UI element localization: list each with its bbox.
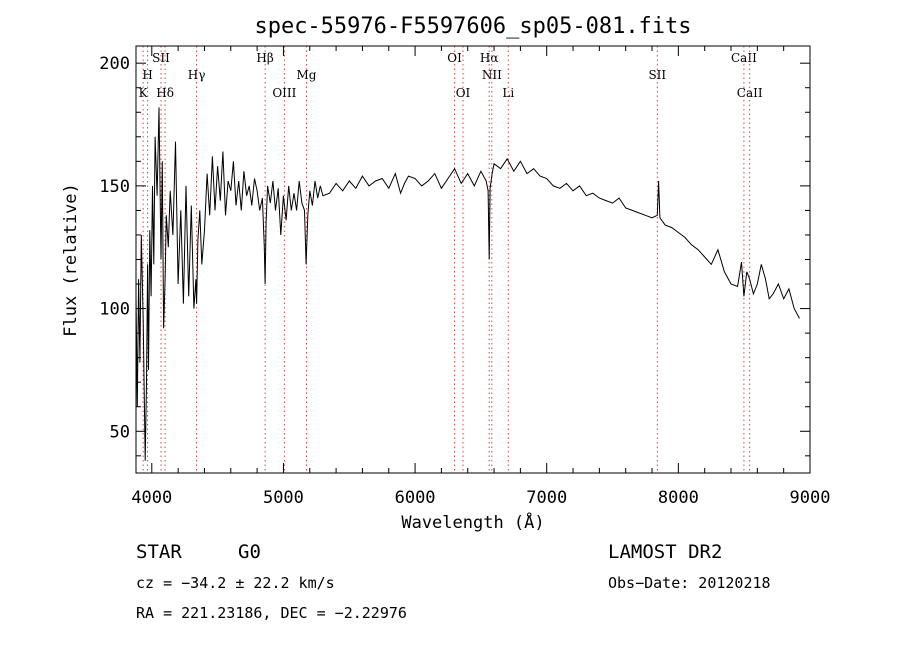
spectral-line-label: Hα	[480, 51, 499, 65]
spectral-subclass: G0	[238, 541, 261, 563]
axis-ticks: 4000 5000 6000 7000 8000 9000 50 100 150 200	[99, 46, 830, 508]
spectral-line-label: Mg	[296, 68, 316, 82]
spectrum-line	[135, 107, 800, 461]
y-axis-label: Flux (relative)	[61, 183, 81, 337]
plot-frame	[135, 45, 811, 474]
survey-name: LAMOST DR2	[608, 541, 722, 563]
spectral-line-label: CaII	[731, 51, 757, 65]
spectral-line-label: NII	[482, 68, 502, 82]
obs-date: Obs−Date: 20120218	[608, 574, 771, 592]
spectral-line-label: OI	[447, 51, 462, 65]
coordinates: RA = 221.23186, DEC = −2.22976	[136, 604, 407, 622]
y-tick-label: 100	[99, 300, 130, 320]
spectral-line-label: K	[139, 86, 149, 100]
spectral-line-label: H	[142, 68, 152, 82]
x-tick-label: 7000	[526, 488, 567, 508]
x-tick-label: 9000	[790, 488, 831, 508]
object-class: STAR	[136, 541, 182, 563]
spectral-line-label: Hγ	[188, 68, 206, 82]
spectral-line-label: Hδ	[156, 86, 174, 100]
x-tick-label: 4000	[131, 488, 172, 508]
spectral-line-label: OIII	[272, 86, 296, 100]
spectral-line-label: Li	[502, 86, 514, 100]
spectral-line-label: CaII	[737, 86, 763, 100]
redshift-info: cz = −34.2 ± 22.2 km/s	[136, 574, 335, 592]
x-tick-label: 8000	[658, 488, 699, 508]
spectral-line-label: Hβ	[256, 51, 273, 65]
spectral-line-label: OI	[456, 86, 471, 100]
chart-title: spec-55976-F5597606_sp05-081.fits	[254, 14, 691, 39]
y-tick-label: 150	[99, 177, 130, 197]
y-tick-label: 200	[99, 54, 130, 74]
spectral-line-label: SII	[152, 51, 170, 65]
y-tick-label: 50	[110, 422, 130, 442]
x-tick-label: 6000	[395, 488, 436, 508]
x-tick-label: 5000	[263, 488, 304, 508]
x-axis-label: Wavelength (Å)	[401, 511, 544, 533]
spectral-line-label: SII	[648, 68, 666, 82]
